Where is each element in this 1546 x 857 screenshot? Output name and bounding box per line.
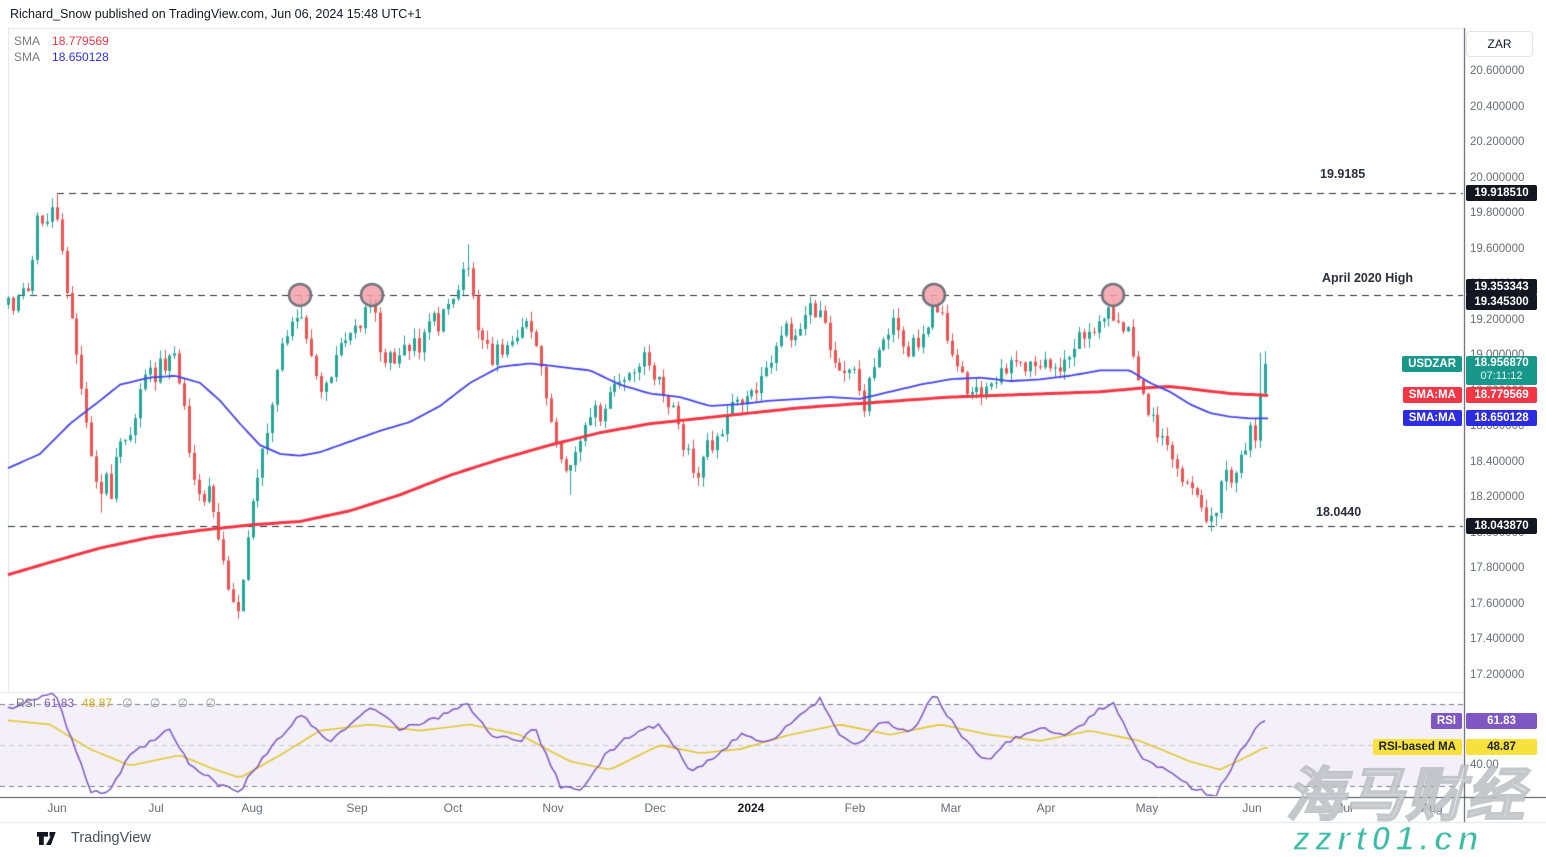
last-price-value: 18.956870 <box>1474 356 1529 369</box>
price-tick: 20.400000 <box>1470 100 1525 113</box>
watermark-cn: 海马财经 <box>1285 762 1527 829</box>
rsi-value: 61.83 <box>44 696 75 710</box>
month-label: Jul <box>148 801 164 815</box>
month-label: Jul <box>1337 801 1353 815</box>
month-label: Dec <box>644 801 666 815</box>
month-label: May <box>1135 801 1159 815</box>
sma-slow-value: 18.650128 <box>52 50 109 64</box>
price-tick: 18.200000 <box>1470 491 1525 504</box>
month-label: Nov <box>542 801 564 815</box>
rsi-label: RSI <box>16 696 37 710</box>
price-tick: 20.600000 <box>1470 65 1525 77</box>
month-label: 2024 <box>737 801 765 815</box>
month-label: Aug <box>241 801 263 815</box>
symbol-tag: USDZAR <box>1402 355 1462 372</box>
rsi-tag: RSI <box>1430 712 1462 729</box>
sma-slow-label: SMA <box>14 50 41 64</box>
tradingview-logo-icon <box>37 831 56 845</box>
rsi-ma-value: 48.87 <box>82 696 113 710</box>
rsi-ma-value-badge: 48.87 <box>1466 739 1537 756</box>
price-tick: 19.200000 <box>1470 313 1525 326</box>
price-tick: 17.400000 <box>1470 633 1525 646</box>
tradingview-logo[interactable]: TradingView <box>37 830 151 846</box>
rsi-ma-tag: RSI-based MA <box>1372 739 1462 756</box>
level-annotation-19-9185: 19.9185 <box>1320 167 1366 181</box>
price-badge-19-353343: 19.353343 <box>1466 278 1537 295</box>
sma-legend: SMA 18.779569 SMA 18.650128 <box>14 33 109 65</box>
sma-fast-label: SMA <box>14 34 41 48</box>
price-tick: 20.200000 <box>1470 136 1525 149</box>
price-tick: 17.200000 <box>1470 669 1525 681</box>
month-label: Feb <box>844 801 866 815</box>
price-tick: 17.600000 <box>1470 597 1525 610</box>
rsi-tick: 40.00 <box>1470 758 1499 771</box>
bar-countdown: 07:11:12 <box>1480 369 1523 382</box>
rsi-value-badge: 61.83 <box>1466 712 1537 729</box>
price-badge-19-918510: 19.918510 <box>1466 185 1537 202</box>
price-tick: 17.800000 <box>1470 562 1525 575</box>
published-line: Richard_Snow published on TradingView.co… <box>10 7 422 21</box>
price-tick: 19.600000 <box>1470 242 1525 255</box>
sma-fast-price-badge: 18.779569 <box>1466 387 1537 404</box>
currency-axis-button[interactable]: ZAR <box>1466 31 1533 57</box>
rsi-legend: RSI 61.83 48.87 ∅ ∅ ∅ ∅ <box>16 696 223 710</box>
tradingview-logo-text: TradingView <box>71 830 151 846</box>
month-label: Mar <box>940 801 962 815</box>
price-badge-18-043870: 18.043870 <box>1466 518 1537 535</box>
level-annotation-april-2020-high: April 2020 High <box>1322 271 1413 285</box>
level-annotation-18-0440: 18.0440 <box>1316 505 1362 519</box>
last-price-badge: 18.956870 07:11:12 <box>1466 355 1537 385</box>
month-label: Oct <box>443 801 463 815</box>
watermark-url: zzrt01.cn <box>1292 819 1484 857</box>
sma-legend-row-slow: SMA 18.650128 <box>14 49 109 65</box>
sma-slow-price-badge: 18.650128 <box>1466 410 1537 427</box>
rsi-empty-values: ∅ ∅ ∅ ∅ <box>122 696 223 710</box>
price-badge-19-345300: 19.345300 <box>1466 294 1537 311</box>
month-label: Aug <box>1421 801 1443 815</box>
price-tick: 20.000000 <box>1470 171 1525 184</box>
price-tick: 19.800000 <box>1470 207 1525 220</box>
sma-fast-tag: SMA:MA <box>1402 387 1462 404</box>
month-label: Jun <box>47 801 67 815</box>
sma-fast-value: 18.779569 <box>52 34 109 48</box>
price-tick: 18.400000 <box>1470 455 1525 468</box>
month-label: Apr <box>1036 801 1056 815</box>
month-label: Sep <box>346 801 368 815</box>
month-label: Jun <box>1242 801 1262 815</box>
sma-slow-tag: SMA:MA <box>1402 410 1462 427</box>
sma-legend-row-fast: SMA 18.779569 <box>14 33 109 49</box>
